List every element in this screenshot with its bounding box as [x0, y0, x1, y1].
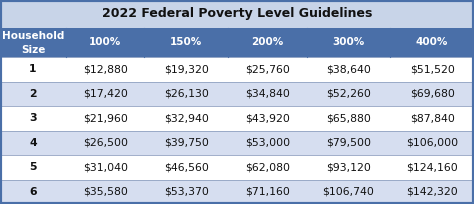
Text: $43,920: $43,920 — [245, 113, 290, 123]
Text: $35,580: $35,580 — [83, 187, 128, 197]
Text: $79,500: $79,500 — [326, 138, 371, 148]
Text: 4: 4 — [29, 138, 37, 148]
Text: 100%: 100% — [89, 37, 121, 47]
Text: Size: Size — [21, 45, 45, 55]
Text: $31,040: $31,040 — [82, 162, 128, 172]
Text: $25,760: $25,760 — [245, 64, 290, 74]
Text: 2022 Federal Poverty Level Guidelines: 2022 Federal Poverty Level Guidelines — [102, 7, 372, 20]
Text: 6: 6 — [29, 187, 37, 197]
Text: 3: 3 — [29, 113, 37, 123]
Text: $51,520: $51,520 — [410, 64, 455, 74]
Text: $106,000: $106,000 — [406, 138, 458, 148]
Text: $21,960: $21,960 — [83, 113, 128, 123]
Bar — [0, 28, 474, 57]
Text: $19,320: $19,320 — [164, 64, 209, 74]
Text: $124,160: $124,160 — [406, 162, 458, 172]
Text: $71,160: $71,160 — [245, 187, 290, 197]
Text: $38,640: $38,640 — [326, 64, 371, 74]
Text: 300%: 300% — [332, 37, 365, 47]
Text: 1: 1 — [29, 64, 36, 74]
Text: $34,840: $34,840 — [245, 89, 290, 99]
Bar — [0, 82, 474, 106]
Text: $32,940: $32,940 — [164, 113, 209, 123]
Text: 5: 5 — [29, 162, 36, 172]
Text: $26,130: $26,130 — [164, 89, 209, 99]
Text: $46,560: $46,560 — [164, 162, 209, 172]
Text: $26,500: $26,500 — [82, 138, 128, 148]
Text: $53,000: $53,000 — [245, 138, 290, 148]
Text: $65,880: $65,880 — [326, 113, 371, 123]
Text: $12,880: $12,880 — [83, 64, 128, 74]
Bar — [0, 180, 474, 204]
Bar — [0, 57, 474, 82]
Text: $53,370: $53,370 — [164, 187, 209, 197]
Text: $62,080: $62,080 — [245, 162, 290, 172]
Text: $39,750: $39,750 — [164, 138, 209, 148]
Text: 2: 2 — [29, 89, 37, 99]
Text: 150%: 150% — [170, 37, 202, 47]
Text: 200%: 200% — [251, 37, 283, 47]
Bar — [0, 155, 474, 180]
Text: Household: Household — [2, 31, 65, 41]
Text: $142,320: $142,320 — [406, 187, 458, 197]
Text: $93,120: $93,120 — [326, 162, 371, 172]
Bar — [0, 131, 474, 155]
Text: $17,420: $17,420 — [83, 89, 128, 99]
Text: $52,260: $52,260 — [326, 89, 371, 99]
Bar — [0, 0, 474, 28]
Text: $106,740: $106,740 — [323, 187, 374, 197]
Text: 400%: 400% — [416, 37, 448, 47]
Text: $69,680: $69,680 — [410, 89, 455, 99]
Text: $87,840: $87,840 — [410, 113, 455, 123]
Bar — [0, 106, 474, 131]
